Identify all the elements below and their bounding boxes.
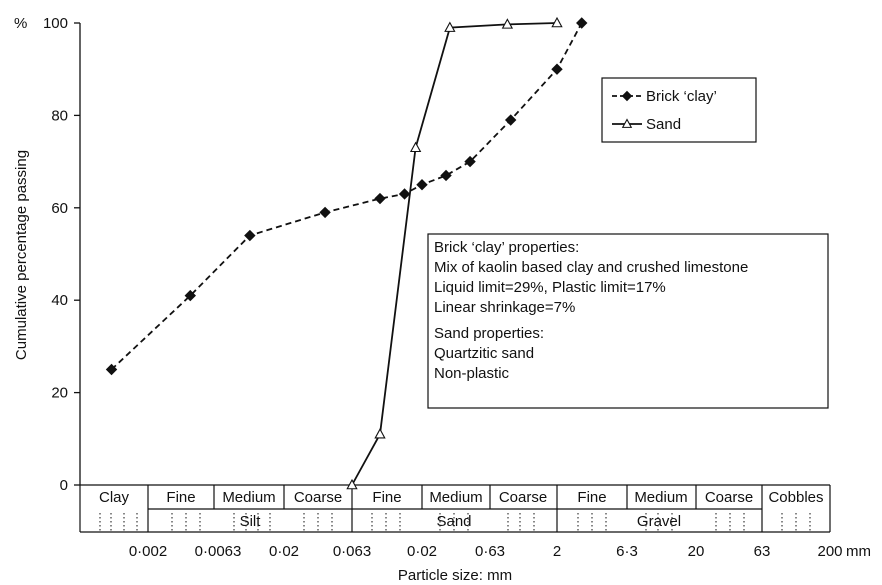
class-fraction-label: Fine bbox=[577, 489, 606, 506]
series-sand bbox=[346, 16, 563, 490]
y-tick-label: 40 bbox=[51, 292, 68, 309]
brick-clay-point bbox=[551, 63, 563, 75]
series-layer bbox=[105, 16, 588, 490]
class-fraction-label: Fine bbox=[372, 489, 401, 506]
class-fraction-label: Medium bbox=[634, 489, 687, 506]
brick-clay-point bbox=[184, 289, 196, 302]
class-fraction-label: Clay bbox=[99, 489, 130, 506]
legend: Brick ‘clay’ Sand bbox=[601, 77, 757, 143]
x-tick-label: 63 bbox=[754, 543, 771, 560]
annotation-line: Brick ‘clay’ properties: bbox=[434, 239, 579, 256]
brick-clay-point bbox=[464, 155, 476, 168]
legend-label: Sand bbox=[646, 116, 681, 133]
class-group-label: Gravel bbox=[637, 513, 681, 530]
sand-line bbox=[351, 22, 558, 486]
sand-point bbox=[374, 428, 386, 439]
class-fraction-label: Coarse bbox=[499, 489, 547, 506]
x-tick-label: 20 bbox=[688, 543, 705, 560]
annotation-line: Sand properties: bbox=[434, 325, 544, 342]
legend-box bbox=[601, 77, 757, 143]
class-fraction-label: Medium bbox=[429, 489, 482, 506]
class-group-label: Silt bbox=[240, 513, 262, 530]
sand-point bbox=[551, 16, 563, 28]
x-tick-label: 0·0063 bbox=[195, 543, 242, 560]
series-brick-clay bbox=[105, 17, 588, 376]
x-tick-label: 0·63 bbox=[475, 543, 505, 560]
axes: 0 20 40 60 80 100 bbox=[43, 15, 81, 494]
brick-clay-point bbox=[244, 229, 256, 242]
x-tick-label: 0·002 bbox=[129, 543, 167, 560]
properties-annotation-box: Brick ‘clay’ properties: Mix of kaolin ba… bbox=[427, 233, 829, 409]
legend-triangle-icon bbox=[621, 118, 633, 128]
brick-clay-point bbox=[105, 363, 118, 376]
brick-clay-point bbox=[504, 114, 517, 126]
y-tick-label: 100 bbox=[43, 15, 68, 32]
annotation-line: Quartzitic sand bbox=[434, 345, 534, 362]
y-axis-prefix: % bbox=[14, 15, 27, 32]
brick-clay-line bbox=[110, 22, 583, 371]
y-tick-label: 0 bbox=[60, 477, 68, 494]
class-fraction-label: Medium bbox=[222, 489, 275, 506]
brick-clay-point bbox=[319, 206, 331, 219]
x-tick-label: 0·063 bbox=[333, 543, 371, 560]
x-tick-label: 2 bbox=[553, 543, 561, 560]
x-tick-label: 0·02 bbox=[407, 543, 437, 560]
annotation-line: Linear shrinkage=7% bbox=[434, 299, 575, 316]
x-tick-label: 6·3 bbox=[616, 543, 638, 560]
brick-clay-point bbox=[374, 192, 386, 205]
annotation-line: Liquid limit=29%, Plastic limit=17% bbox=[434, 279, 666, 296]
y-tick-label: 80 bbox=[51, 107, 68, 124]
y-tick-label: 60 bbox=[51, 200, 68, 217]
class-fraction-label: Coarse bbox=[294, 489, 342, 506]
class-fraction-label: Fine bbox=[166, 489, 195, 506]
brick-clay-point bbox=[576, 17, 588, 29]
sand-point bbox=[409, 141, 422, 153]
class-fraction-label: Coarse bbox=[705, 489, 753, 506]
x-axis-title: Particle size: mm bbox=[398, 567, 512, 584]
legend-label: Brick ‘clay’ bbox=[646, 88, 717, 105]
annotation-box bbox=[427, 233, 829, 409]
sand-point bbox=[346, 478, 358, 490]
brick-clay-point bbox=[416, 178, 428, 191]
annotation-line: Mix of kaolin based clay and crushed lim… bbox=[434, 259, 748, 276]
class-fraction-label: Cobbles bbox=[768, 489, 823, 506]
y-tick-label: 20 bbox=[51, 385, 68, 402]
x-tick-label: 200 bbox=[817, 543, 842, 560]
brick-clay-point bbox=[440, 169, 452, 182]
x-tick-label: 0·02 bbox=[269, 543, 299, 560]
brick-clay-point bbox=[398, 188, 411, 200]
sand-point bbox=[444, 21, 456, 32]
soil-classification-bar: Clay Fine Medium Coarse Fine Medium Coarse Fine… bbox=[79, 484, 843, 560]
y-axis-title: Cumulative percentage passing bbox=[13, 150, 30, 360]
legend-diamond-icon bbox=[621, 90, 633, 102]
class-group-label: Sand bbox=[436, 513, 471, 530]
x-axis-unit: mm bbox=[846, 543, 871, 560]
annotation-line: Non-plastic bbox=[434, 365, 510, 382]
sand-point bbox=[501, 18, 514, 29]
